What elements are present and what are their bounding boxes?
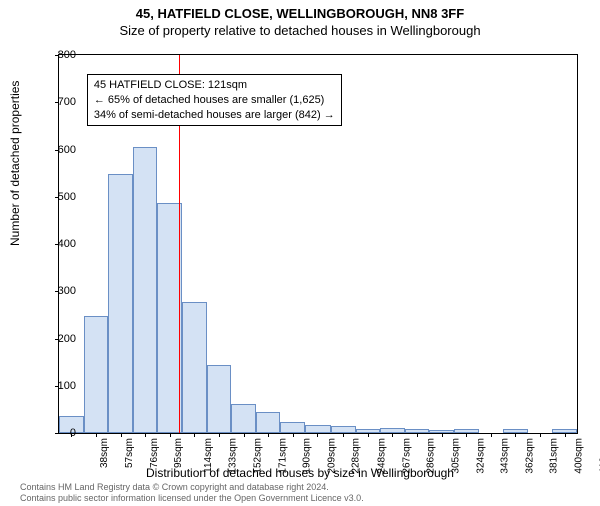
x-tick-mark xyxy=(392,433,393,437)
x-tick-label: 267sqm xyxy=(401,438,412,474)
x-tick-mark xyxy=(417,433,418,437)
y-tick-label: 800 xyxy=(46,49,76,61)
x-tick-label: 95sqm xyxy=(173,438,184,468)
x-tick-mark xyxy=(540,433,541,437)
histogram-bar xyxy=(331,426,356,433)
x-tick-mark xyxy=(565,433,566,437)
x-tick-mark xyxy=(219,433,220,437)
x-tick-label: 133sqm xyxy=(228,438,239,474)
y-tick-label: 100 xyxy=(46,380,76,392)
x-tick-label: 38sqm xyxy=(99,438,110,468)
x-tick-mark xyxy=(343,433,344,437)
y-tick-label: 200 xyxy=(46,333,76,345)
x-tick-label: 171sqm xyxy=(277,438,288,474)
annotation-line2: ← 65% of detached houses are smaller (1,… xyxy=(94,93,335,108)
y-axis-label: Number of detached properties xyxy=(8,81,22,246)
x-tick-mark xyxy=(491,433,492,437)
x-tick-label: 57sqm xyxy=(124,438,135,468)
y-tick-label: 400 xyxy=(46,238,76,250)
histogram-bar xyxy=(182,302,207,433)
x-tick-label: 190sqm xyxy=(302,438,313,474)
x-tick-label: 381sqm xyxy=(549,438,560,474)
histogram-bar xyxy=(207,365,232,433)
histogram-bar xyxy=(231,404,256,433)
histogram-bar xyxy=(256,412,281,433)
histogram-bar xyxy=(108,174,133,433)
x-tick-label: 248sqm xyxy=(377,438,388,474)
footer-line2: Contains public sector information licen… xyxy=(20,493,364,504)
y-tick-label: 700 xyxy=(46,96,76,108)
x-tick-label: 400sqm xyxy=(574,438,585,474)
y-tick-label: 300 xyxy=(46,285,76,297)
x-tick-mark xyxy=(368,433,369,437)
chart-plot-area: 45 HATFIELD CLOSE: 121sqm ← 65% of detac… xyxy=(58,54,578,434)
annotation-box: 45 HATFIELD CLOSE: 121sqm ← 65% of detac… xyxy=(87,74,342,127)
x-tick-label: 152sqm xyxy=(253,438,264,474)
x-tick-label: 362sqm xyxy=(524,438,535,474)
histogram-bar xyxy=(280,422,305,433)
x-tick-mark xyxy=(466,433,467,437)
chart-subtitle: Size of property relative to detached ho… xyxy=(0,23,600,38)
x-tick-mark xyxy=(317,433,318,437)
x-tick-mark xyxy=(145,433,146,437)
x-tick-mark xyxy=(442,433,443,437)
annotation-line3: 34% of semi-detached houses are larger (… xyxy=(94,108,335,123)
histogram-bar xyxy=(133,147,158,433)
footer-attribution: Contains HM Land Registry data © Crown c… xyxy=(20,482,364,504)
x-tick-mark xyxy=(244,433,245,437)
y-tick-label: 600 xyxy=(46,144,76,156)
x-tick-mark xyxy=(515,433,516,437)
footer-line1: Contains HM Land Registry data © Crown c… xyxy=(20,482,364,493)
x-tick-label: 209sqm xyxy=(326,438,337,474)
x-tick-label: 343sqm xyxy=(500,438,511,474)
annotation-line1: 45 HATFIELD CLOSE: 121sqm xyxy=(94,78,335,93)
y-tick-label: 500 xyxy=(46,191,76,203)
y-tick-label: 0 xyxy=(46,427,76,439)
x-tick-mark xyxy=(96,433,97,437)
x-tick-mark xyxy=(121,433,122,437)
x-tick-label: 286sqm xyxy=(426,438,437,474)
x-tick-mark xyxy=(194,433,195,437)
x-tick-mark xyxy=(293,433,294,437)
x-tick-mark xyxy=(170,433,171,437)
histogram-bar xyxy=(305,425,331,433)
x-tick-label: 76sqm xyxy=(149,438,160,468)
x-tick-label: 324sqm xyxy=(475,438,486,474)
chart-title-main: 45, HATFIELD CLOSE, WELLINGBOROUGH, NN8 … xyxy=(0,6,600,21)
x-tick-label: 114sqm xyxy=(203,438,214,473)
histogram-bar xyxy=(84,316,109,433)
x-tick-label: 228sqm xyxy=(351,438,362,474)
x-tick-label: 305sqm xyxy=(451,438,462,474)
x-tick-mark xyxy=(268,433,269,437)
